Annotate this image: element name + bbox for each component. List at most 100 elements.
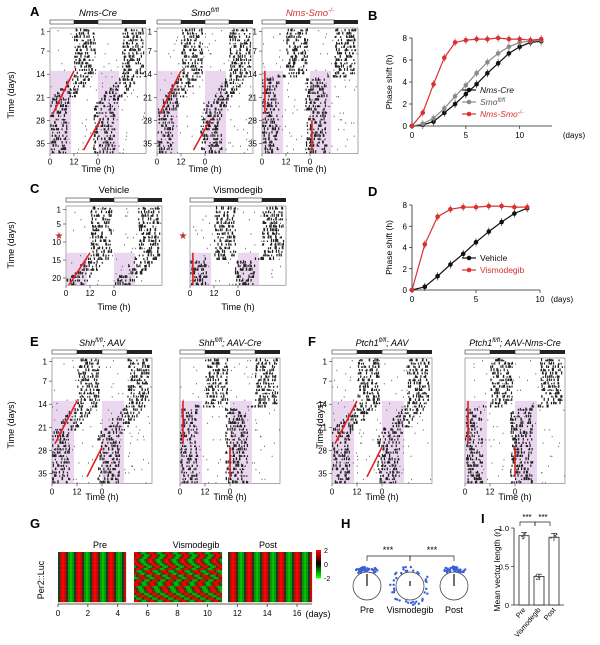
activity-bar bbox=[128, 36, 129, 38]
activity-bar bbox=[292, 66, 293, 68]
activity-bar bbox=[109, 247, 110, 249]
activity-bar bbox=[265, 367, 266, 368]
activity-bar bbox=[114, 102, 115, 104]
activity-bar bbox=[199, 46, 200, 48]
activity-bar bbox=[239, 283, 240, 285]
activity-bar bbox=[229, 35, 230, 38]
activity-bar bbox=[147, 257, 148, 260]
activity-bar bbox=[104, 481, 105, 484]
activity-bar bbox=[324, 114, 325, 117]
activity-bar bbox=[221, 108, 222, 110]
activity-bar bbox=[85, 63, 86, 65]
activity-bar bbox=[174, 89, 175, 91]
ld-bar-light bbox=[238, 198, 262, 202]
activity-bar bbox=[92, 225, 93, 228]
activity-bar bbox=[103, 102, 104, 103]
activity-bar bbox=[138, 393, 139, 394]
activity-bar bbox=[188, 78, 189, 81]
activity-bar bbox=[159, 114, 160, 117]
activity-bar bbox=[104, 455, 105, 457]
activity-bar bbox=[221, 114, 222, 117]
activity-bar bbox=[338, 48, 339, 51]
activity-bar bbox=[136, 380, 137, 382]
ld-bar-light bbox=[180, 350, 205, 354]
activity-bar bbox=[54, 481, 55, 483]
activity-bar bbox=[264, 373, 265, 374]
activity-bar bbox=[138, 370, 139, 372]
activity-bar bbox=[218, 145, 219, 147]
activity-bar bbox=[83, 264, 84, 267]
activity-noise bbox=[96, 266, 97, 267]
activity-bar bbox=[111, 426, 112, 428]
activity-bar bbox=[276, 231, 277, 234]
activity-noise bbox=[295, 50, 296, 51]
activity-bar bbox=[104, 470, 105, 473]
activity-bar bbox=[208, 360, 209, 362]
activity-bar bbox=[273, 109, 274, 111]
activity-bar bbox=[131, 69, 132, 71]
activity-bar bbox=[138, 266, 139, 268]
activity-bar bbox=[243, 45, 244, 48]
activity-bar bbox=[68, 461, 69, 463]
dark-phase-shade bbox=[114, 260, 135, 264]
activity-noise bbox=[248, 376, 249, 377]
activity-bar bbox=[183, 95, 184, 97]
activity-bar bbox=[338, 33, 339, 35]
activity-bar bbox=[302, 33, 303, 35]
activity-bar bbox=[274, 109, 275, 110]
activity-bar bbox=[53, 462, 54, 464]
activity-noise bbox=[354, 136, 355, 137]
activity-bar bbox=[265, 359, 266, 361]
activity-noise bbox=[108, 145, 109, 146]
dark-phase-shade bbox=[98, 114, 119, 117]
activity-bar bbox=[293, 61, 294, 64]
activity-bar bbox=[94, 395, 95, 398]
activity-bar bbox=[147, 214, 148, 217]
activity-bar bbox=[147, 229, 148, 231]
activity-bar bbox=[80, 74, 81, 77]
activity-bar bbox=[272, 121, 273, 124]
activity-bar bbox=[244, 62, 245, 64]
activity-bar bbox=[55, 135, 56, 137]
activity-bar bbox=[115, 468, 116, 470]
activity-bar bbox=[300, 29, 301, 31]
activity-bar bbox=[57, 464, 58, 467]
activity-bar bbox=[91, 261, 92, 264]
activity-bar bbox=[317, 98, 318, 101]
activity-bar bbox=[305, 52, 306, 55]
activity-bar bbox=[192, 56, 193, 57]
activity-bar bbox=[77, 399, 78, 401]
activity-bar bbox=[109, 472, 110, 474]
activity-bar bbox=[135, 272, 136, 274]
activity-bar bbox=[275, 217, 276, 220]
activity-bar bbox=[226, 391, 227, 394]
activity-noise bbox=[272, 76, 273, 77]
activity-bar bbox=[204, 134, 205, 137]
activity-bar bbox=[268, 115, 269, 117]
activity-bar bbox=[220, 392, 221, 394]
activity-bar bbox=[118, 465, 119, 467]
activity-bar bbox=[64, 119, 65, 120]
activity-bar bbox=[336, 65, 337, 67]
activity-bar bbox=[50, 105, 51, 108]
activity-bar bbox=[221, 244, 222, 246]
activity-bar bbox=[113, 98, 114, 101]
activity-bar bbox=[66, 112, 67, 114]
activity-bar bbox=[75, 81, 76, 84]
activity-bar bbox=[267, 149, 268, 151]
activity-noise bbox=[110, 241, 111, 242]
activity-bar bbox=[83, 283, 84, 285]
activity-bar bbox=[200, 131, 201, 134]
activity-noise bbox=[102, 83, 103, 84]
activity-bar bbox=[289, 35, 290, 37]
activity-noise bbox=[331, 63, 332, 64]
activity-noise bbox=[144, 363, 145, 364]
activity-bar bbox=[98, 235, 99, 238]
activity-noise bbox=[130, 433, 131, 434]
activity-bar bbox=[94, 38, 95, 41]
activity-bar bbox=[213, 115, 214, 117]
activity-noise bbox=[75, 89, 76, 90]
activity-bar bbox=[155, 242, 156, 246]
activity-bar bbox=[81, 366, 82, 368]
activity-bar bbox=[62, 128, 63, 130]
